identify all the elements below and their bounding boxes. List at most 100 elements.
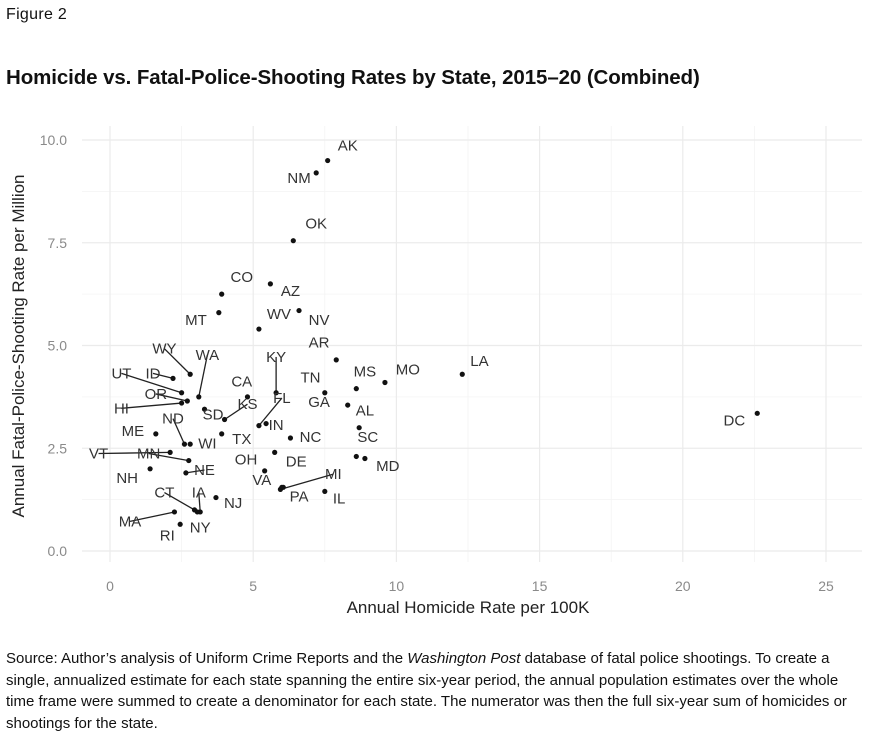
point-label-la: LA: [470, 353, 488, 370]
point-ky: [273, 390, 279, 396]
point-label-dc: DC: [724, 413, 746, 430]
point-label-nd: ND: [162, 411, 184, 428]
point-hi: [179, 400, 185, 406]
x-tick-label: 25: [818, 578, 834, 594]
point-label-ar: AR: [309, 335, 330, 352]
point-label-ct: CT: [154, 485, 174, 502]
x-tick-label: 5: [249, 578, 257, 594]
point-mn: [186, 457, 192, 464]
y-tick-label: 2.5: [48, 440, 68, 456]
leader-line-ne: [185, 469, 205, 474]
point-ut: [179, 390, 185, 396]
point-mt: [216, 310, 222, 316]
point-label-nm: NM: [287, 170, 310, 187]
caption-text-1: Source: Author’s analysis of Uniform Cri…: [6, 650, 408, 667]
leader-line-ct: [164, 492, 195, 511]
source-caption: Source: Author’s analysis of Uniform Cri…: [6, 648, 866, 734]
point-label-mt: MT: [185, 312, 207, 329]
point-wa: [196, 394, 202, 400]
leader-line-ut: [121, 372, 182, 394]
leader-line-ia: [198, 492, 201, 513]
leader-line-ks: [224, 403, 248, 421]
leader-line-vt: [98, 451, 171, 455]
point-label-ok: OK: [305, 215, 327, 232]
y-tick-label: 10.0: [40, 132, 67, 148]
point-label-ri: RI: [160, 528, 175, 545]
leader-line-or: [155, 393, 188, 402]
leader-line-fl: [258, 397, 283, 427]
figure-label: Figure 2: [6, 6, 68, 23]
point-nh: [147, 466, 153, 472]
data-points: [147, 157, 760, 527]
point-wi: [187, 441, 193, 447]
point-il: [322, 488, 328, 495]
point-label-ak: AK: [338, 137, 358, 154]
point-id: [170, 375, 176, 381]
y-axis-title: Annual Fatal-Police-Shooting Rate per Mi…: [9, 174, 28, 517]
x-tick-label: 0: [106, 578, 114, 594]
point-oh: [262, 468, 268, 474]
point-label-me: ME: [122, 423, 145, 440]
point-wv: [256, 326, 262, 332]
point-dc: [754, 410, 760, 416]
y-axis-ticks: 0.0 2.5 5.0 7.5 10.0: [40, 132, 67, 559]
x-tick-label: 15: [532, 578, 548, 594]
leader-line-id: [152, 372, 174, 380]
x-axis-ticks: 0 5 10 15 20 25: [106, 578, 834, 594]
y-tick-label: 7.5: [48, 235, 68, 251]
leader-line-mn: [148, 452, 189, 462]
point-ks: [221, 416, 228, 423]
point-label-vt: VT: [89, 446, 108, 463]
point-label-ky: KY: [266, 349, 286, 366]
point-label-ny: NY: [190, 520, 211, 537]
point-label-al: AL: [356, 402, 374, 419]
point-ne: [183, 470, 189, 476]
caption-italic-publication: Washington Post: [407, 650, 521, 667]
point-ny: [194, 509, 200, 515]
point-nc: [287, 435, 294, 441]
leader-line-wy: [163, 348, 191, 375]
point-label-il: IL: [333, 491, 346, 508]
point-ak: [325, 157, 331, 164]
caption-text-2: database of fatal police shootings. To c…: [6, 650, 847, 732]
point-label-co: CO: [230, 269, 253, 286]
point-ms: [353, 386, 359, 392]
point-label-de: DE: [286, 454, 307, 471]
point-md: [362, 455, 368, 462]
point-label-ia: IA: [192, 485, 206, 502]
point-ok: [290, 238, 296, 244]
point-or: [184, 398, 190, 404]
x-tick-label: 20: [675, 578, 691, 594]
point-nm: [313, 170, 319, 176]
point-label-ne: NE: [194, 462, 215, 479]
point-nv: [296, 307, 302, 314]
scatter-chart: AK NM OK CO AZ MT WV NV AR WY WA UT ID OR HI KY CA TN MS MO…: [9, 126, 862, 617]
leader-line-wa: [198, 354, 209, 398]
point-label-ms: MS: [354, 363, 377, 380]
grid: [82, 126, 862, 562]
point-ca: [244, 394, 251, 400]
point-label-id: ID: [145, 365, 160, 382]
leader-line-mi: [280, 473, 334, 490]
point-label-wy: WY: [152, 341, 176, 358]
point-label-sd: SD: [203, 406, 224, 423]
point-nj: [213, 494, 219, 501]
point-label-ga: GA: [308, 394, 330, 411]
point-label-ma: MA: [119, 513, 142, 530]
point-mo: [382, 379, 388, 386]
point-label-sc: SC: [357, 429, 378, 446]
point-label-va: VA: [252, 472, 271, 489]
x-axis-title: Annual Homicide Rate per 100K: [347, 598, 591, 617]
point-label-az: AZ: [281, 283, 300, 300]
point-label-fl: FL: [273, 390, 291, 407]
y-tick-label: 0.0: [48, 543, 68, 559]
point-label-mn: MN: [137, 446, 160, 463]
point-tx: [219, 431, 225, 437]
point-ri: [177, 521, 183, 527]
point-ar: [333, 357, 339, 363]
x-tick-label: 10: [389, 578, 405, 594]
point-label-tn: TN: [300, 369, 320, 386]
point-label-wi: WI: [198, 435, 216, 452]
point-label-ca: CA: [231, 374, 252, 391]
point-vt: [167, 449, 173, 455]
